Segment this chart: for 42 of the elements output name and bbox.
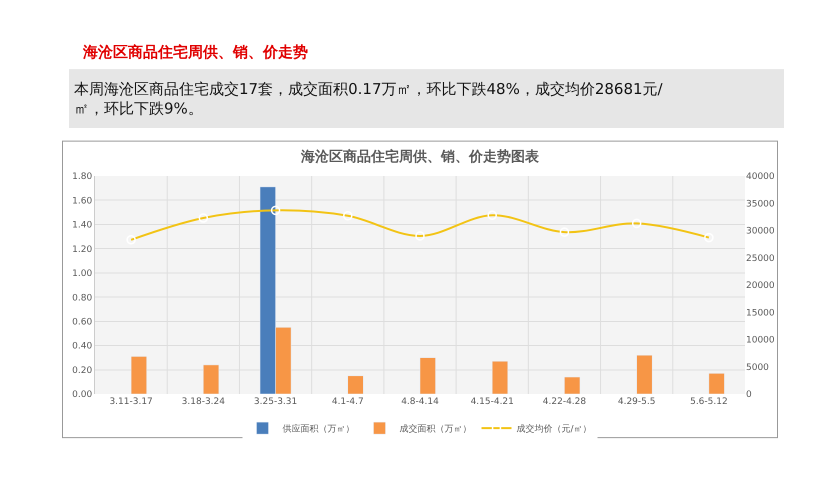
y2-tick-label: 35000: [746, 199, 775, 210]
x-tick-label: 5.6-5.12: [690, 397, 728, 407]
bar: [348, 376, 364, 394]
y2-tick-label: 0: [746, 390, 752, 400]
y-tick-label: 0.40: [72, 342, 92, 352]
bar: [564, 376, 580, 394]
y-tick-label: 0.20: [72, 366, 92, 376]
x-tick-label: 4.22-4.28: [542, 397, 586, 407]
chart-subtitle: 本周海沧区商品住宅成交17套，成交面积0.17万㎡，环比下跌48%，成交均价28681元/㎡，环比下跌9%。: [74, 80, 664, 118]
y2-tick-label: 5000: [746, 362, 770, 373]
y-tick-label: 0.80: [72, 293, 92, 304]
y2-tick-label: 25000: [746, 254, 775, 264]
y-tick-label: 1.20: [72, 244, 92, 255]
y-tick-label: 1.60: [72, 196, 92, 206]
x-tick-label: 4.15-4.21: [470, 397, 514, 407]
y-tick-label: 0.60: [72, 317, 92, 328]
chart-title: 海沧区商品住宅周供、销、价走势: [82, 43, 308, 61]
bar: [492, 361, 508, 394]
bar: [708, 373, 725, 394]
legend-label: 成交面积（万㎡）: [400, 424, 472, 435]
bar: [203, 364, 220, 394]
legend-label: 成交均价（元/㎡）: [516, 424, 592, 435]
bar: [130, 356, 147, 394]
y2-tick-label: 10000: [746, 336, 775, 346]
y-tick-label: 0.00: [72, 390, 92, 400]
x-tick-label: 3.11-3.17: [109, 397, 153, 407]
legend-label: 供应面积（万㎡）: [282, 424, 354, 435]
x-tick-label: 4.8-4.14: [401, 397, 440, 407]
x-tick-label: 3.18-3.24: [182, 397, 226, 407]
y2-tick-label: 15000: [746, 308, 775, 318]
x-tick-label: 4.29-5.5: [618, 397, 656, 407]
text: 海沧区商品住宅周供、销、价走势图表: [300, 148, 540, 165]
bar: [420, 357, 436, 394]
bar: [636, 354, 652, 394]
x-tick-label: 4.1-4.7: [332, 397, 364, 407]
y-tick-label: 1.00: [72, 269, 92, 280]
y-tick-label: 1.80: [72, 172, 92, 182]
y2-tick-label: 30000: [746, 226, 775, 237]
x-tick-label: 3.25-3.31: [254, 397, 298, 407]
y2-tick-label: 20000: [746, 281, 775, 292]
y2-tick-label: 40000: [746, 172, 775, 182]
y-tick-label: 1.40: [72, 220, 92, 231]
